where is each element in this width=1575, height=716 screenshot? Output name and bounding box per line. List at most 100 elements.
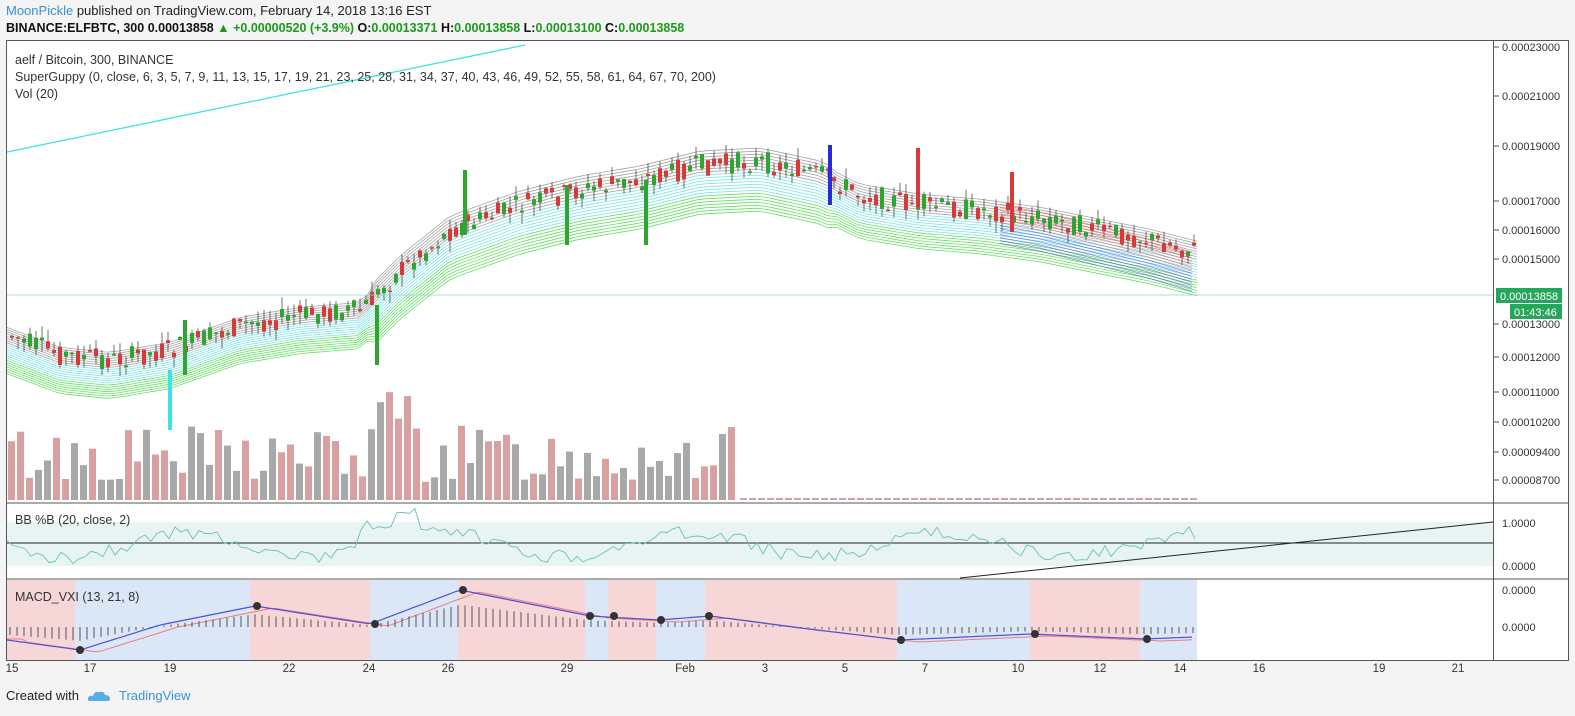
published-text: published on TradingView.com, February 1… (76, 3, 432, 18)
candle-body (1108, 225, 1112, 228)
candle-body (1126, 234, 1130, 241)
candle-body (106, 358, 110, 368)
macd-line (6, 589, 1193, 651)
low-label: L: (523, 21, 536, 35)
candle-body (982, 208, 986, 211)
volume-bar (332, 441, 339, 500)
macd-legend[interactable]: MACD_VXI (13, 21, 8) (15, 590, 140, 604)
price-tick-label: 0.00023000 (1502, 42, 1560, 54)
tradingview-link[interactable]: TradingView (118, 688, 191, 703)
volume-bar (848, 498, 855, 500)
candle-body (148, 352, 152, 356)
guppy-line (6, 189, 1198, 384)
bb-legend[interactable]: BB %B (20, close, 2) (15, 513, 131, 527)
candle-body (526, 192, 530, 200)
volume-bar (692, 477, 699, 500)
candle-body (460, 223, 464, 235)
candle-body (316, 313, 320, 324)
volume-bar (728, 427, 735, 500)
candle-body (472, 224, 476, 230)
volume-bar (116, 478, 123, 500)
macd-zone (1140, 580, 1197, 660)
candle-body (40, 337, 44, 341)
candle-body (958, 211, 962, 217)
volume-bar (242, 440, 249, 500)
volume-bar (1100, 498, 1107, 500)
volume-bar (350, 455, 357, 500)
guppy-line (6, 168, 1198, 368)
macd-zone (1030, 580, 1140, 660)
volume-bar (152, 454, 159, 500)
candle-body (244, 321, 248, 324)
candle-body (724, 153, 728, 166)
bb-band (7, 522, 1493, 566)
guppy-line (6, 198, 1198, 390)
candle-body (250, 321, 254, 324)
candle-body (1036, 210, 1040, 219)
volume-bar (794, 498, 801, 500)
candle-body (280, 308, 284, 318)
candle-body (310, 307, 314, 315)
time-tick-label: 14 (1174, 663, 1187, 675)
candle-body (844, 179, 848, 190)
created-with-text: Created with (6, 688, 79, 703)
candle-body (82, 355, 86, 360)
volume-bar (1046, 498, 1053, 500)
guppy-line (6, 183, 1198, 379)
low-value: 0.00013100 (535, 21, 602, 35)
volume-bar (26, 477, 33, 500)
volume-bar (1118, 498, 1125, 500)
guppy-line (6, 177, 1198, 375)
close-label: C: (605, 21, 619, 35)
vol-legend[interactable]: Vol (20) (15, 87, 59, 101)
volume-bar (683, 442, 690, 500)
author-link[interactable]: MoonPickle (6, 3, 74, 18)
candle-body (1048, 217, 1052, 229)
guppy-bear-line (999, 231, 1193, 280)
candle-body (592, 186, 596, 191)
volume-bar (1145, 498, 1152, 500)
price-tick-label: 0.00017000 (1502, 196, 1560, 208)
candle-body (166, 340, 170, 344)
candle-body (568, 184, 572, 190)
candle-body (796, 159, 800, 177)
bb-tick-label: 1.0000 (1502, 518, 1536, 530)
volume-bars (8, 392, 1197, 500)
guppy-legend[interactable]: SuperGuppy (0, close, 6, 3, 5, 7, 9, 11,… (15, 70, 716, 84)
candle-body (430, 247, 434, 249)
macd-zone (7, 580, 75, 660)
candle-body (550, 187, 554, 193)
volume-bar (1064, 498, 1071, 500)
candle-body (190, 333, 194, 343)
candle-body (274, 320, 278, 331)
candle-body (406, 260, 410, 262)
candle-body (436, 246, 440, 249)
price-change: +0.00000520 (+3.9%) (233, 21, 355, 35)
candle-body (1078, 215, 1082, 233)
candle-body (1084, 232, 1088, 237)
high-label: H: (440, 21, 455, 35)
candle-body (1192, 242, 1196, 246)
volume-bar (1181, 498, 1188, 500)
price-axis[interactable] (1494, 40, 1569, 661)
volume-bar (938, 498, 945, 500)
candle-body (256, 322, 260, 326)
candle-body (394, 274, 398, 283)
volume-bar (767, 498, 774, 500)
signal-marker (1010, 172, 1014, 232)
candle-body (514, 196, 518, 200)
candle-body (910, 202, 914, 205)
volume-bar (1073, 498, 1080, 500)
macd-zone (75, 580, 250, 660)
candle-body (466, 214, 470, 222)
guppy-line (6, 195, 1198, 388)
candle-body (1054, 215, 1058, 224)
volume-bar (62, 478, 69, 500)
volume-bar (422, 481, 429, 500)
volume-bar (80, 465, 87, 500)
candle-body (772, 171, 776, 176)
footer: Created with TradingView (6, 688, 191, 703)
volume-bar (314, 432, 321, 500)
volume-bar (1037, 498, 1044, 500)
